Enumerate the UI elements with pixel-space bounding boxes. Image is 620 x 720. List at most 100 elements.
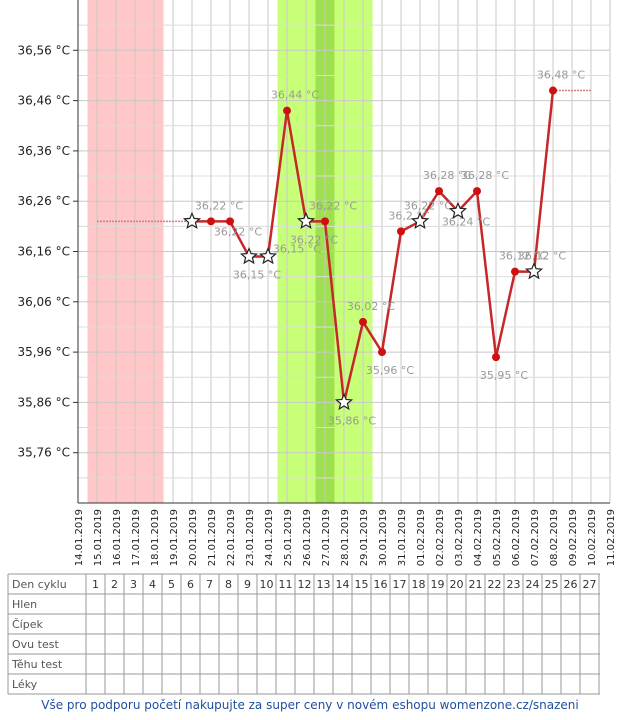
data-point (359, 317, 367, 326)
cycle-day-number: 6 (187, 578, 194, 591)
data-label: 36,22 °C (290, 233, 338, 246)
table-row-label: Ovu test (12, 638, 59, 651)
footer-promo-link[interactable]: Vše pro podporu početí nakupujte za supe… (41, 698, 579, 712)
x-tick-label: 26.01.2019 (302, 509, 313, 566)
data-point (397, 227, 405, 236)
table-row-label: Léky (12, 678, 38, 691)
data-label: 36,24 °C (442, 215, 490, 228)
data-label: 36,22 °C (214, 225, 262, 238)
y-tick-label: 35,76 °C (17, 446, 70, 460)
data-label: 36,22 °C (404, 199, 452, 212)
x-tick-label: 31.01.2019 (397, 509, 408, 566)
table-row-label: Těhu test (11, 658, 63, 671)
cycle-day-number: 18 (412, 578, 426, 591)
data-label: 36,22 °C (309, 199, 357, 212)
y-tick-label: 36,46 °C (17, 94, 70, 108)
y-tick-label: 36,16 °C (17, 245, 70, 259)
data-label: 36,28 °C (423, 169, 471, 182)
x-tick-label: 15.01.2019 (93, 509, 104, 566)
x-tick-label: 09.02.2019 (568, 509, 579, 566)
y-tick-label: 35,96 °C (17, 345, 70, 359)
cycle-day-number: 9 (244, 578, 251, 591)
cycle-day-number: 2 (111, 578, 118, 591)
x-tick-label: 29.01.2019 (359, 509, 370, 566)
x-tick-label: 20.01.2019 (188, 509, 199, 566)
star-marker (258, 246, 278, 265)
data-label: 36,22 °C (195, 199, 243, 212)
cycle-day-number: 4 (149, 578, 156, 591)
x-tick-label: 04.02.2019 (473, 509, 484, 566)
x-tick-label: 11.02.2019 (606, 509, 617, 566)
cycle-day-number: 22 (488, 578, 502, 591)
star-marker (448, 201, 468, 219)
cycle-day-number: 15 (355, 578, 369, 591)
cycle-day-number: 25 (545, 578, 559, 591)
x-tick-label: 24.01.2019 (264, 509, 275, 566)
data-point (435, 187, 443, 196)
cycle-day-number: 13 (317, 578, 331, 591)
star-marker (182, 211, 202, 230)
data-point (283, 106, 291, 115)
data-label: 36,48 °C (537, 69, 585, 82)
data-label: 36,15 °C (273, 243, 321, 256)
x-tick-label: 03.02.2019 (454, 509, 465, 566)
star-marker (334, 392, 354, 411)
cycle-day-number: 23 (507, 578, 521, 591)
cycle-day-number: 19 (431, 578, 445, 591)
cycle-day-number: 24 (526, 578, 540, 591)
data-label: 36,15 °C (233, 269, 281, 282)
data-label: 35,95 °C (480, 369, 528, 382)
data-label: 36,12 °C (518, 250, 566, 263)
data-point (321, 217, 329, 226)
x-tick-label: 28.01.2019 (340, 509, 351, 566)
data-point (492, 353, 500, 362)
cycle-day-number: 21 (469, 578, 483, 591)
x-tick-label: 19.01.2019 (169, 509, 180, 566)
table-row-label: Čípek (12, 618, 43, 631)
x-tick-label: 25.01.2019 (283, 509, 294, 566)
x-tick-label: 27.01.2019 (321, 509, 332, 566)
y-tick-label: 35,86 °C (17, 395, 70, 409)
x-tick-label: 18.01.2019 (150, 509, 161, 566)
cycle-day-number: 11 (279, 578, 293, 591)
x-tick-label: 14.01.2019 (74, 509, 85, 566)
x-tick-label: 01.02.2019 (416, 509, 427, 566)
y-tick-label: 36,36 °C (17, 144, 70, 158)
cycle-day-number: 16 (374, 578, 388, 591)
x-tick-label: 10.02.2019 (587, 509, 598, 566)
x-tick-label: 22.01.2019 (226, 509, 237, 566)
data-point (378, 348, 386, 357)
cycle-day-number: 3 (130, 578, 137, 591)
y-tick-label: 36,06 °C (17, 295, 70, 309)
data-point (473, 187, 481, 196)
star-marker (296, 211, 316, 230)
x-tick-label: 23.01.2019 (245, 509, 256, 566)
data-label: 35,86 °C (328, 414, 376, 427)
x-tick-label: 08.02.2019 (549, 509, 560, 566)
table-header-label: Den cyklu (12, 578, 67, 591)
x-tick-label: 21.01.2019 (207, 509, 218, 566)
cycle-day-number: 20 (450, 578, 464, 591)
star-marker (410, 211, 430, 230)
data-label: 36,28 °C (461, 169, 509, 182)
data-point (549, 86, 557, 95)
cycle-day-number: 12 (298, 578, 312, 591)
cycle-day-number: 10 (260, 578, 274, 591)
y-tick-label: 36,56 °C (17, 43, 70, 57)
cycle-day-number: 27 (583, 578, 597, 591)
x-tick-label: 16.01.2019 (112, 509, 123, 566)
data-label: 36,44 °C (271, 89, 319, 102)
star-marker (239, 246, 259, 265)
x-tick-label: 02.02.2019 (435, 509, 446, 566)
cycle-day-number: 7 (206, 578, 213, 591)
star-marker (524, 262, 544, 280)
x-tick-label: 05.02.2019 (492, 509, 503, 566)
data-label: 35,96 °C (366, 364, 414, 377)
table-row-label: Hlen (12, 598, 37, 611)
x-tick-label: 06.02.2019 (511, 509, 522, 566)
data-label: 36,12 °C (499, 250, 547, 263)
cycle-day-number: 1 (92, 578, 99, 591)
cycle-day-number: 5 (168, 578, 175, 591)
cycle-day-number: 17 (393, 578, 407, 591)
